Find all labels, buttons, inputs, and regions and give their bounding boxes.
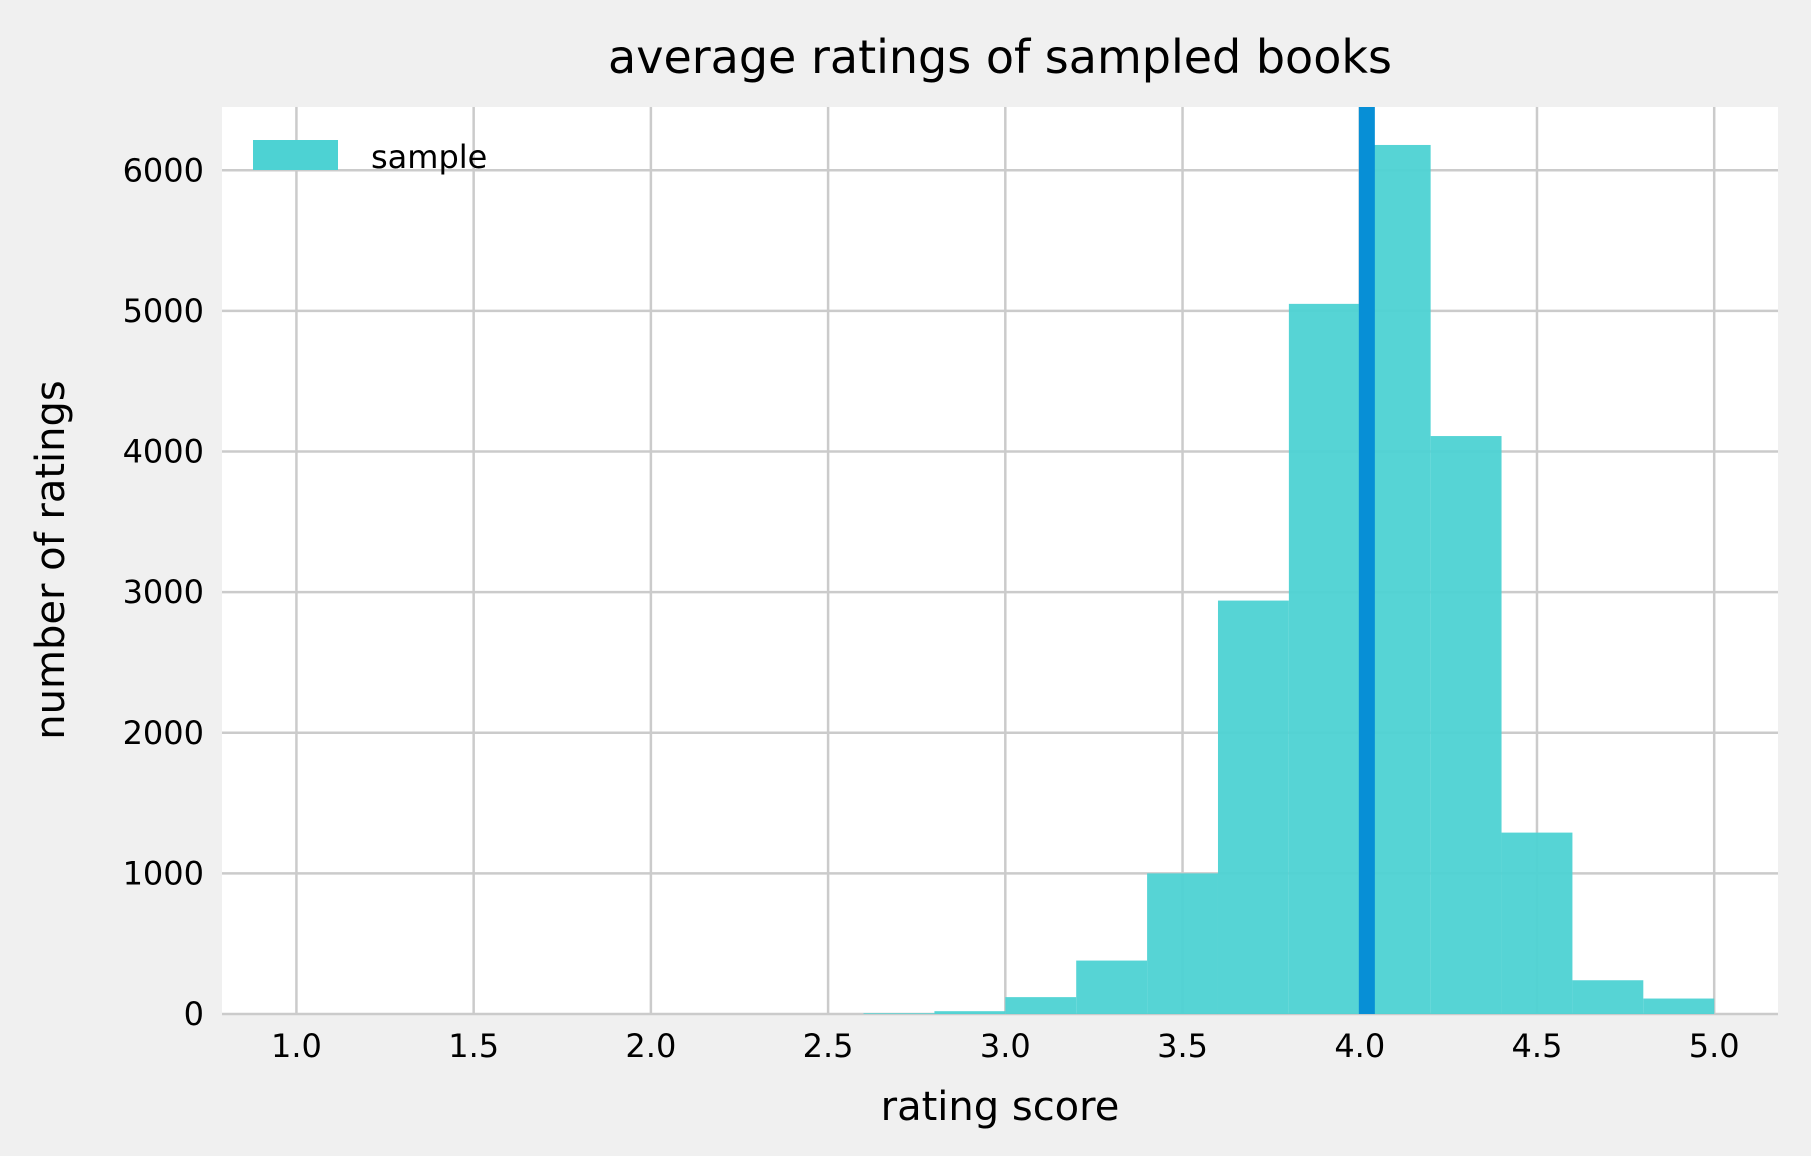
- legend-swatch-sample: [253, 140, 338, 170]
- histogram-bar-16: [1430, 436, 1502, 1014]
- x-tick-label-4: 3.0: [980, 1027, 1031, 1065]
- x-tick-labels: 1.0 1.5 2.0 2.5 3.0 3.5 4.0 4.5 5.0: [271, 1027, 1740, 1065]
- y-tick-label-2: 2000: [123, 714, 204, 752]
- x-tick-label-1: 1.5: [448, 1027, 499, 1065]
- histogram-bar-18: [1572, 980, 1644, 1014]
- histogram-bar-12: [1147, 873, 1218, 1014]
- y-tick-label-6: 6000: [123, 151, 204, 189]
- y-axis-label: number of ratings: [28, 380, 74, 739]
- histogram-bar-14: [1288, 303, 1360, 1014]
- x-tick-label-0: 1.0: [271, 1027, 322, 1065]
- histogram-bar-11: [1076, 960, 1148, 1014]
- legend: sample: [253, 138, 487, 176]
- histogram-bar-17: [1501, 832, 1573, 1014]
- y-tick-label-3: 3000: [123, 573, 204, 611]
- x-axis-label: rating score: [881, 1084, 1120, 1130]
- y-tick-label-4: 4000: [123, 433, 204, 471]
- x-tick-label-7: 4.5: [1512, 1027, 1563, 1065]
- x-tick-label-2: 2.0: [625, 1027, 676, 1065]
- chart-title: average ratings of sampled books: [608, 30, 1392, 84]
- histogram-bar-9: [934, 1011, 1006, 1014]
- y-tick-label-5: 5000: [123, 292, 204, 330]
- x-tick-label-5: 3.5: [1157, 1027, 1208, 1065]
- y-tick-label-0: 0: [184, 995, 204, 1033]
- histogram-bar-13: [1217, 600, 1289, 1014]
- y-tick-label-1: 1000: [123, 854, 204, 892]
- y-tick-labels: 0 1000 2000 3000 4000 5000 6000: [123, 151, 204, 1033]
- histogram-bar-10: [1005, 997, 1077, 1014]
- x-tick-label-3: 2.5: [803, 1027, 854, 1065]
- x-tick-label-6: 4.0: [1334, 1027, 1385, 1065]
- legend-label-sample: sample: [371, 138, 487, 176]
- histogram-bar-19: [1643, 998, 1715, 1014]
- x-tick-label-8: 5.0: [1689, 1027, 1740, 1065]
- histogram-bar-8: [863, 1013, 935, 1014]
